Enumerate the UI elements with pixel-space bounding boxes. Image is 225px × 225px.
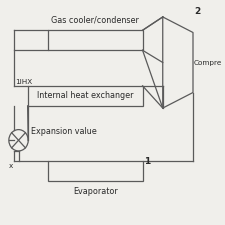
Text: 1IHX: 1IHX [16, 79, 33, 85]
Text: x: x [9, 163, 14, 169]
Text: Evaporator: Evaporator [73, 187, 117, 196]
Text: Expansion value: Expansion value [31, 127, 97, 136]
Text: Compre: Compre [194, 59, 222, 65]
Text: Internal heat exchanger: Internal heat exchanger [37, 91, 133, 100]
Bar [48, 161, 143, 181]
Bar [28, 86, 143, 106]
Text: Gas cooler/condenser: Gas cooler/condenser [51, 16, 139, 25]
Bar [48, 30, 143, 50]
Text: 1: 1 [144, 157, 150, 166]
Text: 2: 2 [194, 7, 200, 16]
